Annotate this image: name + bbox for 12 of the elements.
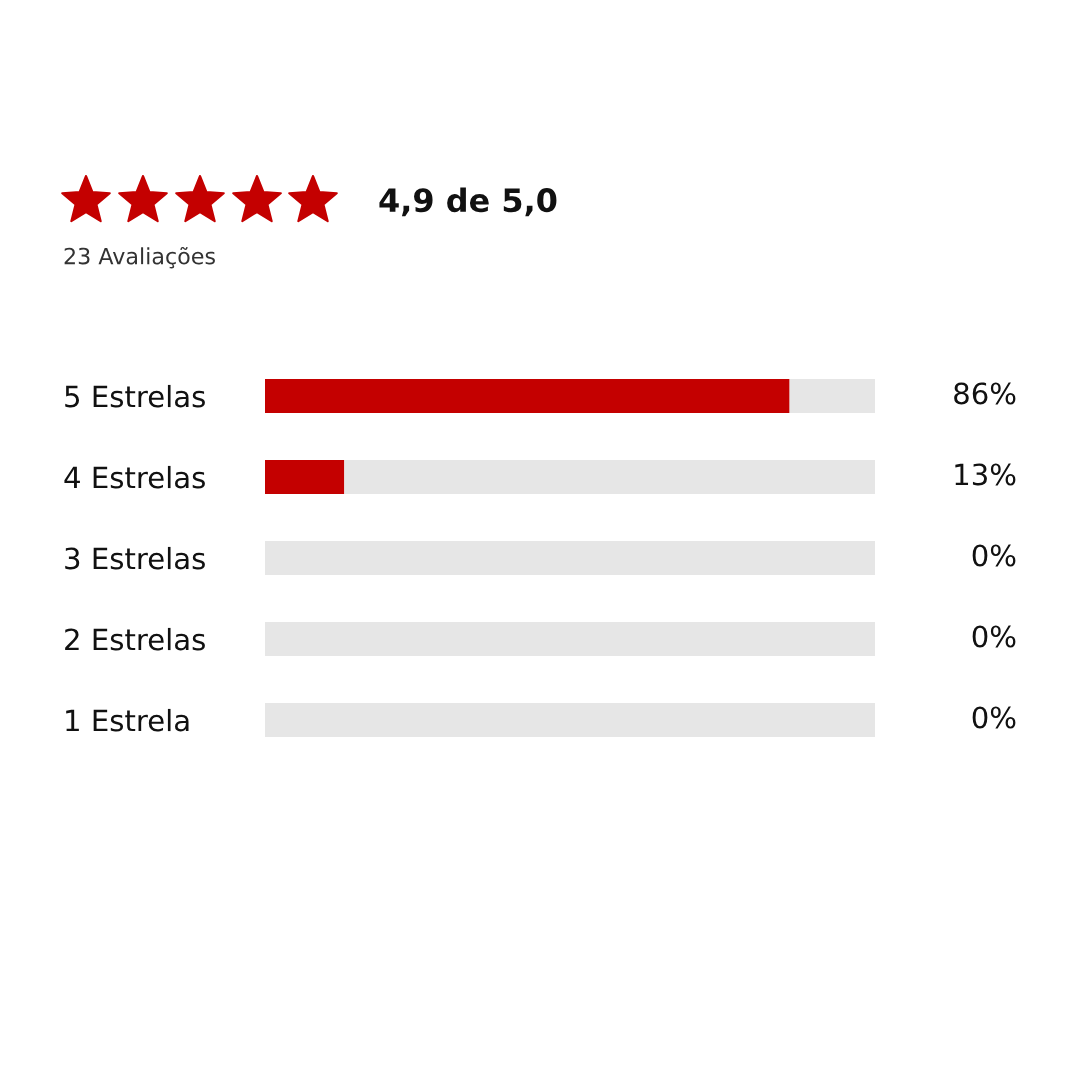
y-tick-label: 3 Estrelas [65, 546, 205, 570]
chart-title: 4,9 de 5,0 [379, 187, 557, 217]
data-label: 0% [972, 625, 1016, 648]
y-tick-label: 4 Estrelas [64, 465, 205, 489]
y-tick-label: 2 Estrelas [65, 627, 205, 651]
y-tick-label: 5 Estrelas [65, 384, 205, 408]
data-label: 0% [972, 706, 1016, 729]
data-label: 0% [972, 544, 1016, 567]
y-tick-label: 1 Estrela [66, 708, 189, 732]
data-label: 86% [954, 382, 1016, 405]
chart-subtitle: 23 Avaliações [64, 246, 215, 269]
data-label: 13% [955, 463, 1016, 486]
